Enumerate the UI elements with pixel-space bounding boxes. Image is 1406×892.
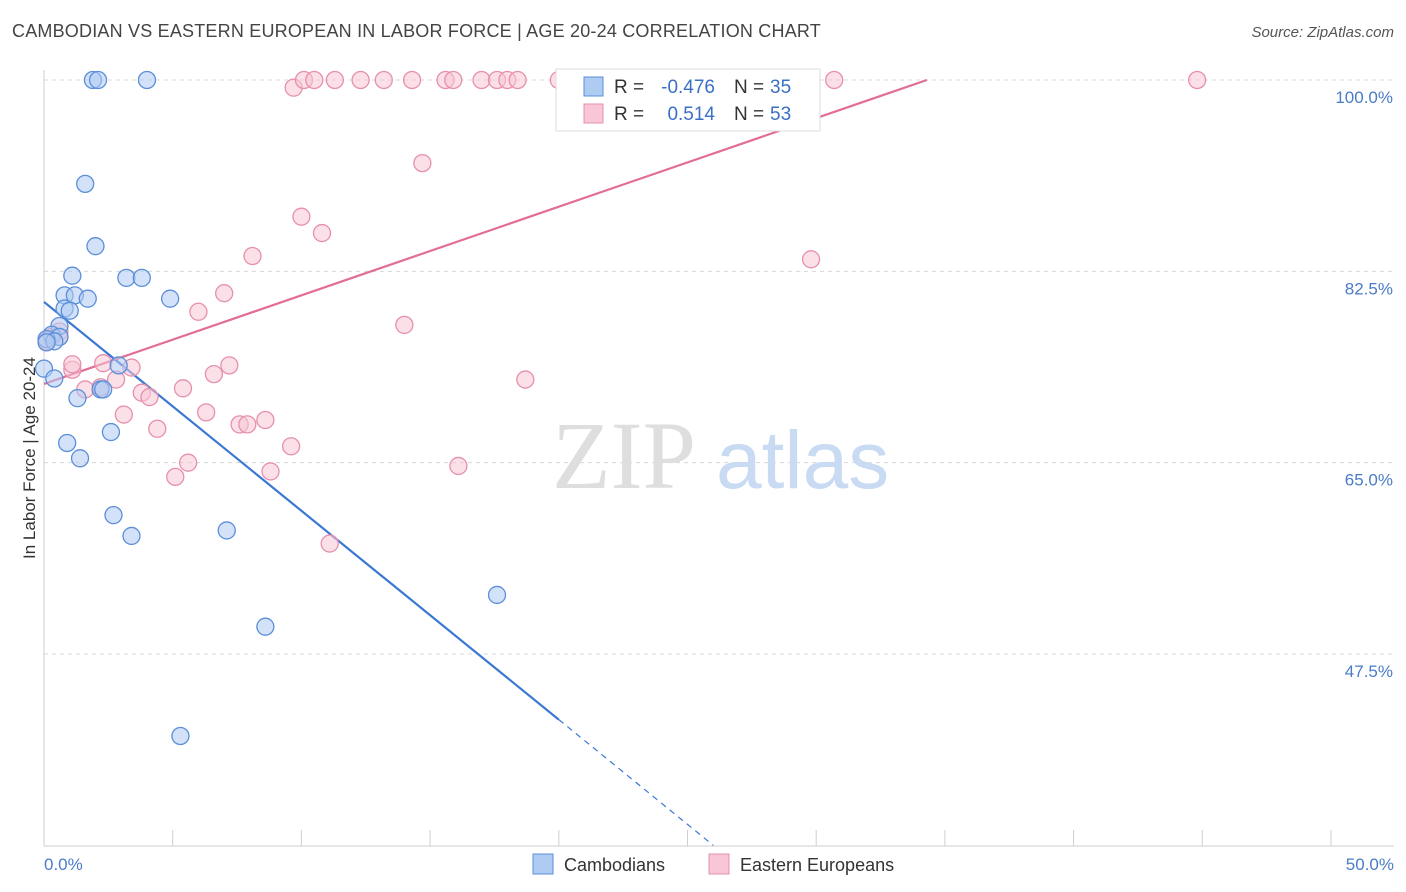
y-tick-label: 47.5%	[1345, 662, 1393, 681]
bottom-legend: Cambodians Eastern Europeans	[532, 853, 894, 875]
y-tick-label: 100.0%	[1335, 88, 1393, 107]
data-point-eastern	[516, 370, 535, 389]
data-point-eastern	[305, 70, 324, 90]
legend-swatch-eastern	[708, 853, 730, 875]
stats-n-value-eastern: 53	[770, 104, 791, 125]
data-point-eastern	[256, 410, 275, 430]
stats-n-label-eastern: N =	[734, 104, 764, 125]
data-point-eastern	[413, 153, 432, 173]
data-point-eastern	[243, 246, 262, 266]
data-point-eastern	[374, 70, 393, 90]
data-point-eastern	[166, 467, 185, 487]
y-tick-labels: 100.0% 82.5% 65.0% 47.5%	[1335, 88, 1393, 681]
stats-r-value-cambodians: -0.476	[661, 77, 715, 98]
data-point-cambodian	[256, 617, 275, 636]
stats-n-value-cambodians: 35	[770, 77, 791, 98]
stats-n-label-cambodians: N =	[734, 77, 764, 98]
data-point-cambodian	[122, 526, 141, 546]
data-point-cambodian	[171, 726, 190, 746]
data-point-eastern	[325, 70, 345, 90]
data-point-cambodian	[68, 389, 87, 408]
data-point-cambodian	[109, 356, 128, 375]
data-point-cambodian	[94, 380, 113, 399]
data-point-cambodian	[58, 433, 77, 453]
stats-swatch-eastern	[583, 103, 604, 124]
trend-line-cambodians-extension	[558, 719, 714, 846]
data-point-cambodian	[217, 521, 236, 540]
data-point-cambodian	[45, 369, 64, 388]
data-point-eastern	[189, 302, 208, 321]
data-point-cambodian	[86, 237, 105, 256]
data-point-cambodian	[70, 449, 90, 468]
data-point-cambodian	[63, 266, 82, 285]
data-point-cambodian	[132, 268, 151, 288]
y-tick-label: 82.5%	[1345, 279, 1393, 298]
stats-swatch-cambodians	[583, 76, 604, 97]
data-point-eastern	[444, 70, 463, 90]
stats-r-value-eastern: 0.514	[667, 104, 715, 125]
legend-label-cambodians: Cambodians	[564, 855, 665, 875]
grid-lines	[44, 79, 1394, 655]
data-point-eastern	[402, 70, 422, 90]
watermark: ZIP atlas	[552, 402, 889, 509]
data-point-cambodian	[88, 70, 108, 90]
data-point-eastern	[825, 70, 844, 90]
data-point-eastern	[114, 405, 133, 424]
data-point-cambodian	[101, 422, 121, 442]
data-point-eastern	[1188, 70, 1207, 90]
cambodians-points	[34, 70, 507, 746]
data-point-eastern	[261, 462, 280, 481]
data-point-eastern	[178, 453, 198, 472]
data-point-eastern	[140, 387, 159, 407]
data-point-eastern	[801, 250, 821, 269]
data-point-eastern	[148, 419, 167, 438]
watermark-atlas: atlas	[716, 415, 889, 506]
data-point-cambodian	[76, 174, 95, 194]
legend-label-eastern: Eastern Europeans	[740, 855, 894, 875]
source-label: Source: ZipAtlas.com	[1251, 24, 1394, 41]
data-point-cambodian	[137, 70, 157, 90]
data-point-eastern	[238, 415, 257, 434]
x-axis-ticks	[43, 830, 1332, 846]
watermark-zip: ZIP	[552, 402, 696, 509]
x-tick-label-max: 50.0%	[1346, 855, 1394, 874]
data-point-eastern	[449, 456, 468, 476]
x-tick-label-min: 0.0%	[44, 855, 83, 874]
data-point-eastern	[508, 70, 527, 90]
data-point-eastern	[204, 364, 224, 384]
stats-legend: R = -0.476 N = 35 R = 0.514 N = 53	[555, 68, 821, 132]
data-point-eastern	[220, 356, 239, 375]
data-point-eastern	[173, 379, 193, 398]
data-point-cambodian	[60, 301, 79, 320]
y-tick-label: 65.0%	[1345, 471, 1393, 490]
data-point-cambodian	[117, 268, 136, 288]
legend-swatch-cambodians	[532, 853, 554, 875]
y-axis-title: In Labor Force | Age 20-24	[20, 357, 39, 559]
data-point-eastern	[281, 437, 301, 456]
data-point-cambodian	[104, 505, 123, 525]
data-point-cambodian	[37, 333, 56, 352]
data-point-eastern	[215, 284, 234, 303]
data-point-eastern	[292, 207, 311, 226]
data-point-eastern	[351, 70, 370, 90]
data-point-cambodian	[78, 289, 97, 308]
data-point-eastern	[197, 403, 216, 422]
stats-r-label-cambodians: R =	[614, 77, 644, 98]
data-point-eastern	[320, 534, 339, 553]
data-point-eastern	[94, 354, 113, 373]
data-point-cambodian	[160, 289, 180, 308]
stats-r-label-eastern: R =	[614, 104, 644, 125]
data-point-eastern	[312, 223, 332, 243]
data-point-cambodian	[487, 585, 507, 605]
data-point-eastern	[395, 315, 414, 335]
data-point-eastern	[63, 355, 82, 374]
chart-title: CAMBODIAN VS EASTERN EUROPEAN IN LABOR F…	[12, 21, 821, 41]
data-point-eastern	[472, 70, 491, 90]
